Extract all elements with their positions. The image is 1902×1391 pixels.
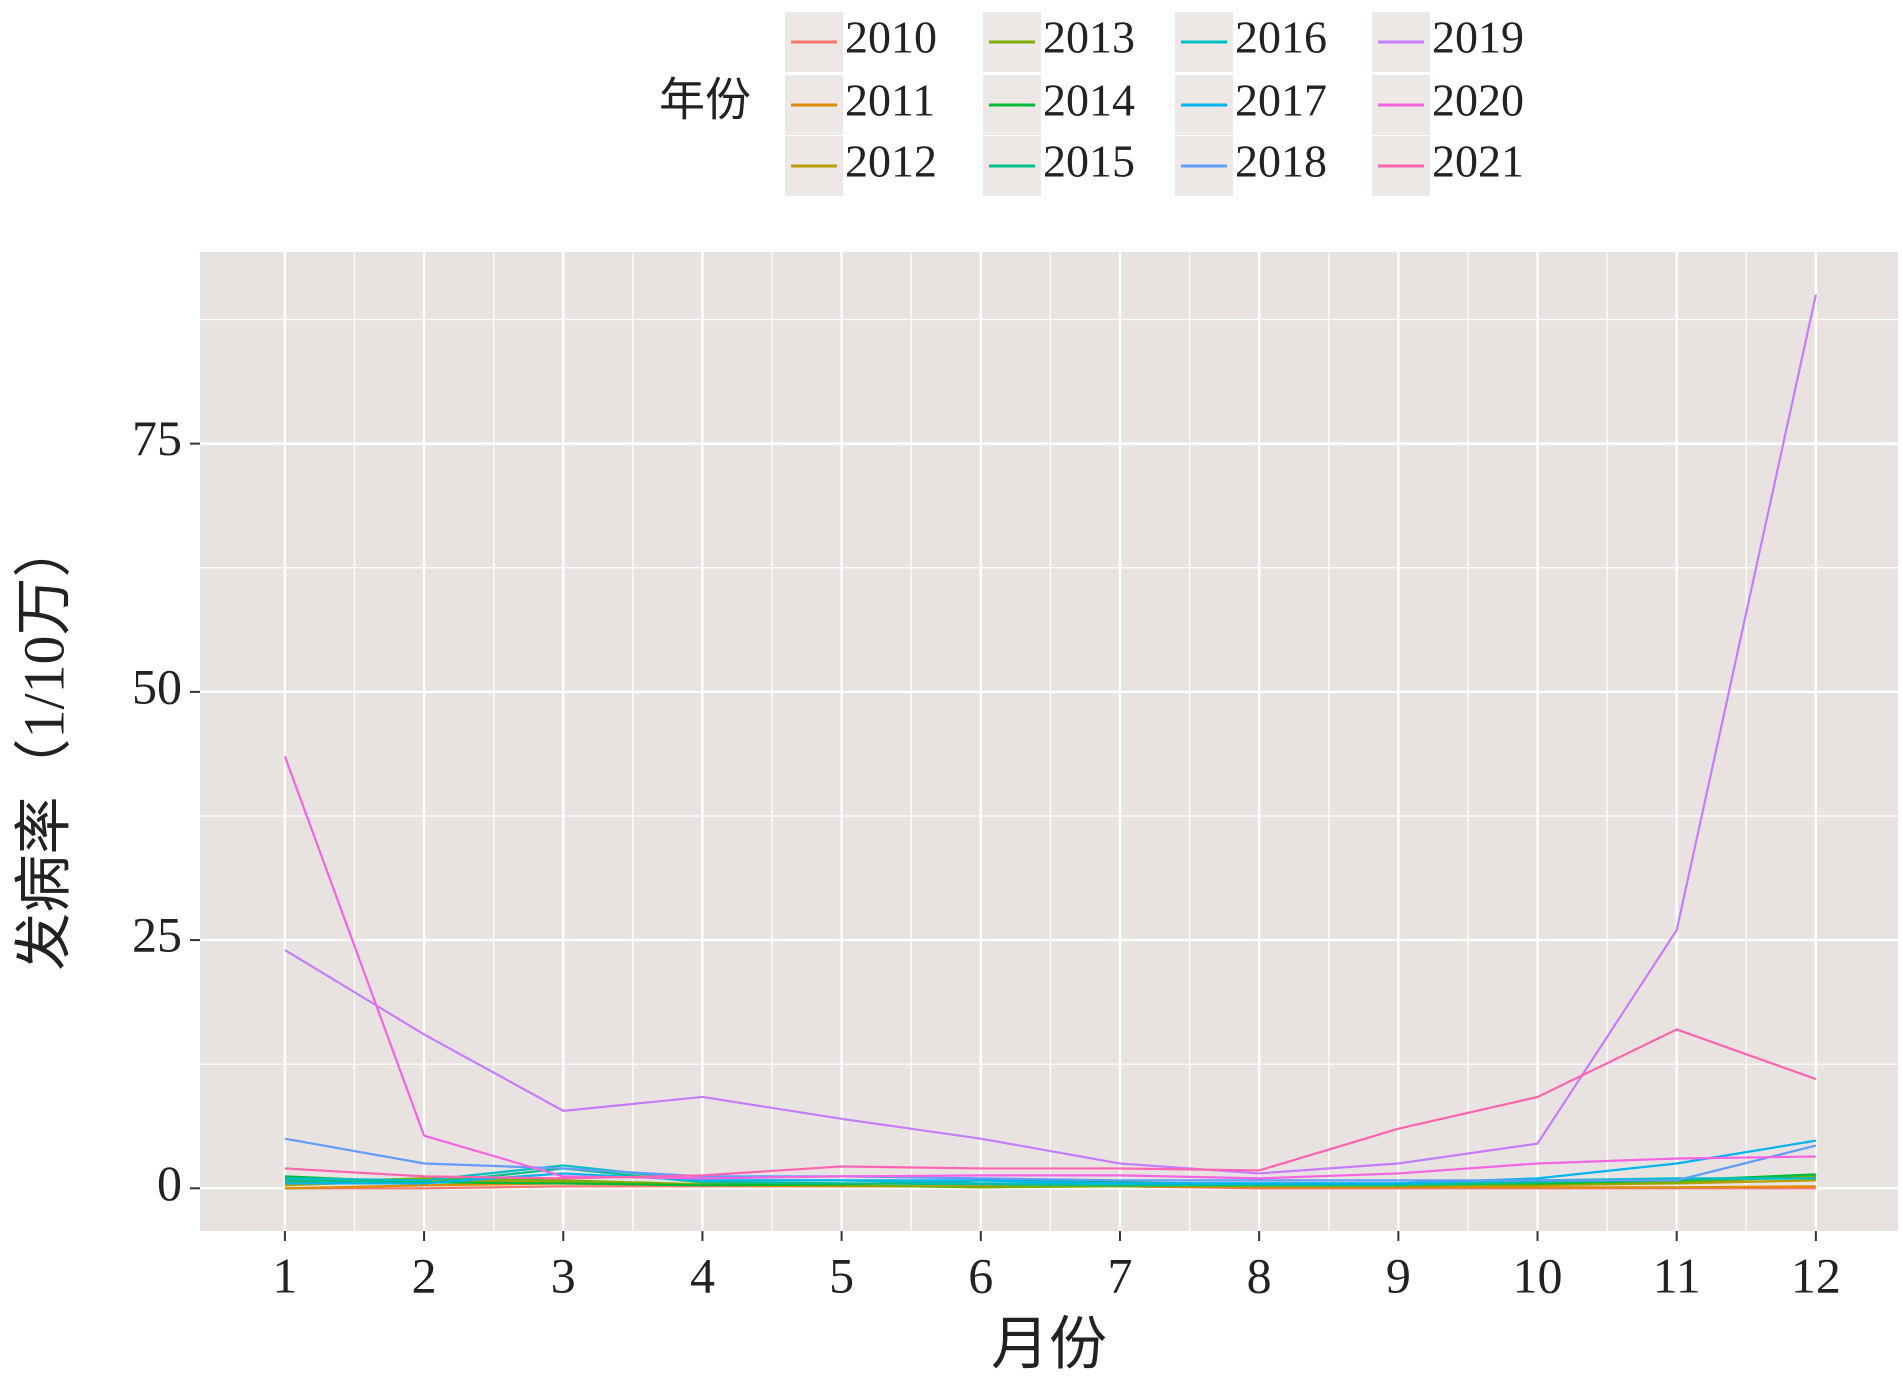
- x-tick-label: 11: [1653, 1247, 1701, 1303]
- x-tick-label: 10: [1513, 1247, 1563, 1303]
- legend-label: 2020: [1432, 75, 1524, 126]
- x-tick-label: 6: [968, 1247, 993, 1303]
- x-tick-label: 3: [551, 1247, 576, 1303]
- series-line: [284, 1167, 1816, 1187]
- legend-label: 2015: [1043, 136, 1135, 187]
- series-line: [284, 294, 1817, 1175]
- series-line: [284, 1139, 1817, 1185]
- legend-label: 2013: [1043, 12, 1135, 63]
- series-line: [284, 1175, 1816, 1189]
- y-tick-label: 25: [132, 907, 182, 963]
- series-line: [283, 756, 1816, 1180]
- legend-label: 2016: [1235, 12, 1327, 63]
- x-tick-label: 1: [272, 1247, 297, 1303]
- x-tick-label: 8: [1247, 1247, 1272, 1303]
- legend-label: 2017: [1235, 75, 1327, 126]
- x-tick-label: 4: [690, 1247, 715, 1303]
- legend-label: 2012: [845, 136, 937, 187]
- legend-label: 2014: [1043, 75, 1135, 126]
- x-tick-label: 5: [829, 1247, 854, 1303]
- x-tick-label: 12: [1791, 1247, 1841, 1303]
- y-axis-label: 发病率（1/10万）: [11, 519, 76, 970]
- legend-label: 2019: [1432, 12, 1524, 63]
- y-tick-label: 50: [132, 658, 182, 714]
- legend-label: 2021: [1432, 136, 1524, 187]
- y-tick-label: 75: [132, 410, 182, 466]
- x-tick-label: 9: [1386, 1247, 1411, 1303]
- legend-title: 年份: [659, 75, 751, 126]
- y-tick-label: 0: [157, 1155, 182, 1211]
- series-line: [284, 1028, 1817, 1180]
- legend-label: 2018: [1235, 136, 1327, 187]
- legend-label: 2011: [845, 75, 935, 126]
- x-tick-label: 7: [1107, 1247, 1132, 1303]
- legend-label: 2010: [845, 12, 937, 63]
- series-line: [284, 1137, 1817, 1182]
- plot-panel: [200, 252, 1898, 1231]
- x-axis-label: 月份: [991, 1311, 1107, 1376]
- x-tick-label: 2: [412, 1247, 437, 1303]
